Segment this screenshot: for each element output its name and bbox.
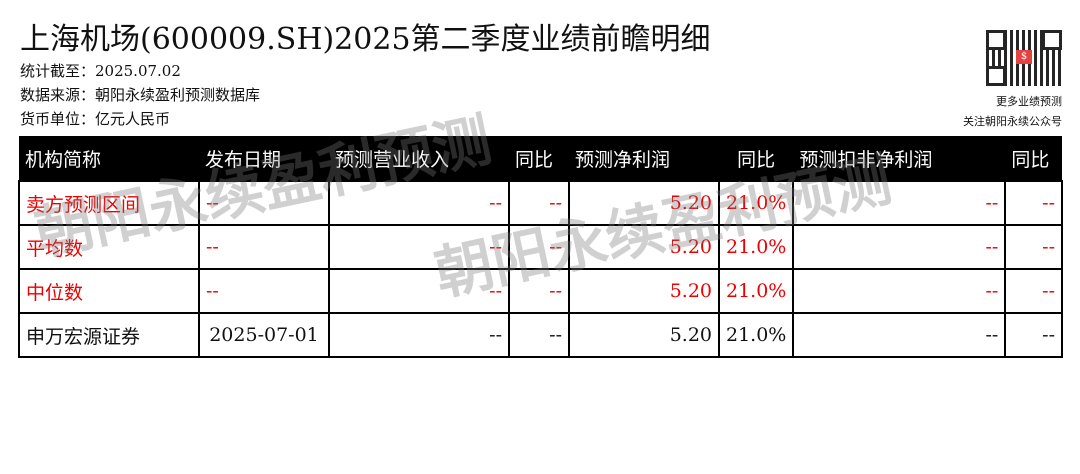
table-cell: -- <box>1004 268 1063 314</box>
page-title: 上海机场(600009.SH)2025第二季度业绩前瞻明细 <box>20 22 711 57</box>
table-cell: 21.0% <box>717 180 795 226</box>
table-cell: 卖方预测区间 <box>18 180 200 226</box>
table-cell: 平均数 <box>18 224 200 270</box>
table-cell: -- <box>328 180 510 226</box>
table-cell: 5.20 <box>568 224 720 270</box>
col-header: 预测营业收入 <box>329 136 509 181</box>
table-cell: -- <box>508 180 570 226</box>
table-cell: -- <box>328 268 510 314</box>
table-cell: -- <box>792 312 1007 358</box>
col-header: 预测净利润 <box>569 136 719 181</box>
as-of-date: 统计截至：2025.07.02 <box>20 62 181 80</box>
table-row: 卖方预测区间 -- -- -- 5.20 21.0% -- -- <box>18 180 1063 226</box>
table-cell: -- <box>792 180 1007 226</box>
col-header: 同比 <box>509 136 569 181</box>
table-cell: -- <box>508 312 570 358</box>
table-row: 中位数 -- -- -- 5.20 21.0% -- -- <box>18 268 1063 314</box>
table-cell: 申万宏源证券 <box>18 312 200 358</box>
table-cell: -- <box>328 312 510 358</box>
currency-unit: 货币单位：亿元人民币 <box>20 110 171 128</box>
table-cell: 5.20 <box>568 312 720 358</box>
forecast-table: 机构简称 发布日期 预测营业收入 同比 预测净利润 同比 预测扣非净利润 同比 … <box>18 136 1063 358</box>
table-cell: -- <box>198 224 330 270</box>
table-row: 平均数 -- -- -- 5.20 21.0% -- -- <box>18 224 1063 270</box>
table-cell: 5.20 <box>568 268 720 314</box>
table-cell: 中位数 <box>18 268 200 314</box>
qr-code-icon: $ <box>986 30 1062 86</box>
table-cell: -- <box>792 268 1007 314</box>
follow-label: 关注朝阳永续公众号 <box>963 115 1062 128</box>
table-cell: -- <box>328 224 510 270</box>
qr-logo: $ <box>1016 50 1032 64</box>
table-cell: -- <box>198 268 330 314</box>
more-forecasts-label: 更多业绩预测 <box>996 95 1062 108</box>
table-cell: 5.20 <box>568 180 720 226</box>
table-header: 机构简称 发布日期 预测营业收入 同比 预测净利润 同比 预测扣非净利润 同比 <box>19 136 1062 181</box>
table-cell: 21.0% <box>717 224 795 270</box>
table-cell: -- <box>508 268 570 314</box>
table-cell: 21.0% <box>717 312 795 358</box>
table-cell: -- <box>1004 224 1063 270</box>
table-cell: -- <box>792 224 1007 270</box>
col-header: 发布日期 <box>199 136 329 181</box>
data-source: 数据来源：朝阳永续盈利预测数据库 <box>20 86 261 104</box>
table-cell: 2025-07-01 <box>198 312 330 358</box>
table-cell: -- <box>1004 312 1063 358</box>
table-cell: -- <box>508 224 570 270</box>
table-cell: -- <box>1004 180 1063 226</box>
col-header: 同比 <box>1005 136 1062 181</box>
table-row: 申万宏源证券 2025-07-01 -- -- 5.20 21.0% -- -- <box>18 312 1063 358</box>
table-cell: 21.0% <box>717 268 795 314</box>
table-cell: -- <box>198 180 330 226</box>
col-header: 机构简称 <box>19 136 199 181</box>
col-header: 同比 <box>719 136 794 181</box>
col-header: 预测扣非净利润 <box>793 136 1006 181</box>
